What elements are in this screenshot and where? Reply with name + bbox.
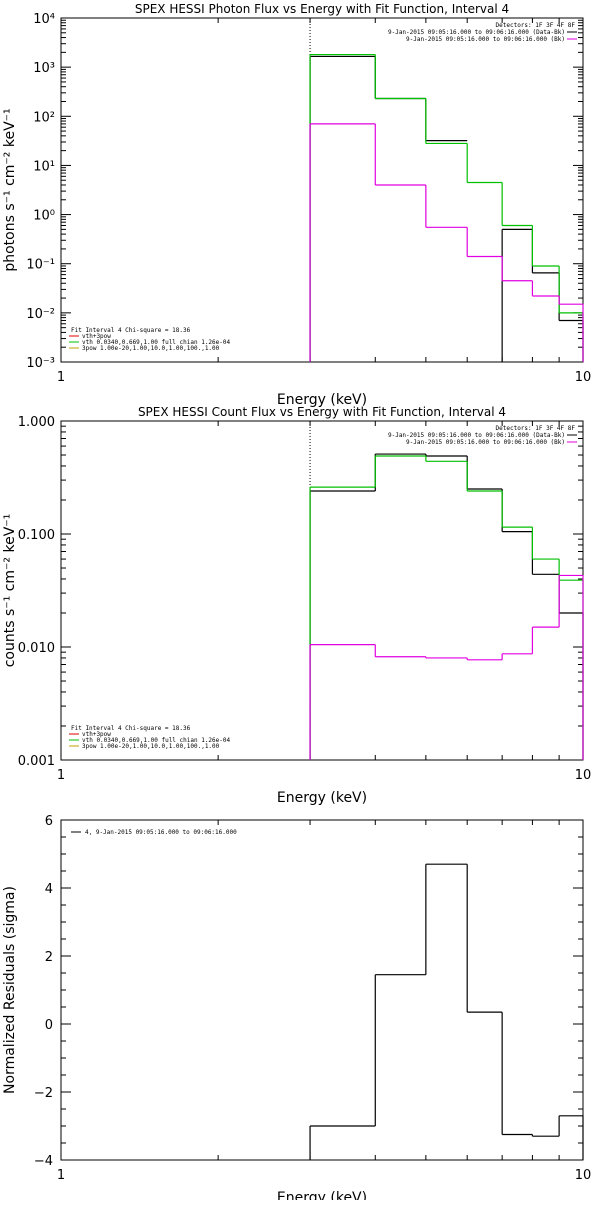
legend-entry: vth 0.0340,0.669,1.00 full chian 1.26e-0… bbox=[82, 737, 230, 744]
y-tick-label: 10⁴ bbox=[33, 12, 55, 27]
y-tick-label: 6 bbox=[45, 814, 53, 829]
x-axis-label: Energy (keV) bbox=[277, 1190, 367, 1200]
series-3 bbox=[309, 123, 584, 362]
y-tick-label: 2 bbox=[45, 950, 53, 965]
legend-entry: 9-Jan-2015 09:05:16.000 to 09:06:16.000 … bbox=[406, 36, 565, 43]
x-tick-label: 10 bbox=[575, 370, 592, 385]
series-1 bbox=[309, 863, 584, 1160]
x-tick-label: 1 bbox=[57, 1168, 65, 1183]
legend-entry: 3pow 1.00e-20,1.00,10.0,1.00,100.,1.00 bbox=[82, 743, 220, 750]
y-tick-label: −4 bbox=[34, 1154, 53, 1169]
legend-entry: vth 0.0340,0.669,1.00 full chian 1.26e-0… bbox=[82, 339, 230, 346]
legend-entry: vth+3pow bbox=[82, 731, 111, 738]
y-tick-label: 0.010 bbox=[18, 641, 55, 656]
y-axis-label: counts s⁻¹ cm⁻² keV⁻¹ bbox=[2, 514, 18, 668]
y-tick-label: 0 bbox=[45, 1018, 53, 1033]
y-tick-label: 10⁻² bbox=[26, 307, 55, 322]
legend-entry: 4, 9-Jan-2015 09:05:16.000 to 09:06:16.0… bbox=[85, 829, 237, 836]
y-tick-label: 10⁻¹ bbox=[26, 258, 55, 273]
x-tick-label: 1 bbox=[57, 768, 65, 783]
y-tick-label: 10⁻³ bbox=[26, 356, 55, 371]
x-axis-label: Energy (keV) bbox=[277, 392, 367, 408]
y-axis-label: photons s⁻¹ cm⁻² keV⁻¹ bbox=[2, 108, 18, 271]
y-axis-label: Normalized Residuals (sigma) bbox=[2, 886, 18, 1094]
legend-entry: 3pow 1.00e-20,1.00,10.0,1.00,100.,1.00 bbox=[82, 345, 220, 352]
panel-2: 1 10 0.001 0.010 0.100 1.000 SPEX HESSI Count … bbox=[2, 405, 591, 806]
legend-entry: 9-Jan-2015 09:05:16.000 to 09:06:16.000 … bbox=[388, 432, 565, 439]
panel-1: 1 10 10⁻³ 10⁻² 10⁻¹ 10⁰ 10¹ 10² 10³ 10⁴ SPEX HESSI… bbox=[2, 2, 591, 408]
legend-header: Detectors: 1F 3F 4F 8F bbox=[496, 22, 576, 29]
y-tick-label: 1.000 bbox=[18, 415, 55, 430]
legend-entry: 9-Jan-2015 09:05:16.000 to 09:06:16.000 … bbox=[388, 29, 565, 36]
plot-frame bbox=[60, 17, 584, 363]
y-tick-label: 10¹ bbox=[33, 159, 55, 174]
legend-header: Detectors: 1F 3F 4F 8F bbox=[496, 425, 576, 432]
legend-header: Fit Interval 4 Chi-square = 18.36 bbox=[71, 327, 191, 334]
series-1 bbox=[309, 453, 584, 760]
legend-header: Fit Interval 4 Chi-square = 18.36 bbox=[71, 725, 191, 732]
x-axis-label: Energy (keV) bbox=[277, 790, 367, 806]
chart-title: SPEX HESSI Count Flux vs Energy with Fit… bbox=[138, 405, 506, 419]
plot-frame bbox=[60, 420, 584, 761]
y-tick-label: 10³ bbox=[33, 61, 55, 76]
panel-3: 1 10 −4 −2 0 2 4 6 Energy (keV) Normalized Residu… bbox=[2, 814, 592, 1205]
y-tick-label: 10⁰ bbox=[33, 209, 55, 224]
y-tick-label: 0.001 bbox=[18, 754, 55, 769]
y-tick-label: 4 bbox=[45, 882, 53, 897]
plot-frame bbox=[60, 819, 584, 1161]
y-tick-label: 10² bbox=[33, 110, 55, 125]
legend-entry: vth+3pow bbox=[82, 333, 111, 340]
series-2 bbox=[309, 455, 584, 760]
x-tick-label: 10 bbox=[575, 768, 592, 783]
series-1 bbox=[309, 55, 584, 362]
x-tick-label: 10 bbox=[575, 1168, 592, 1183]
series-3 bbox=[309, 574, 584, 760]
chart-title: SPEX HESSI Photon Flux vs Energy with Fi… bbox=[135, 2, 509, 16]
y-tick-label: 0.100 bbox=[18, 528, 55, 543]
series-2 bbox=[309, 53, 584, 362]
legend-entry: 9-Jan-2015 09:05:16.000 to 09:06:16.000 … bbox=[406, 439, 565, 446]
y-tick-label: −2 bbox=[34, 1086, 53, 1101]
x-tick-label: 1 bbox=[57, 370, 65, 385]
